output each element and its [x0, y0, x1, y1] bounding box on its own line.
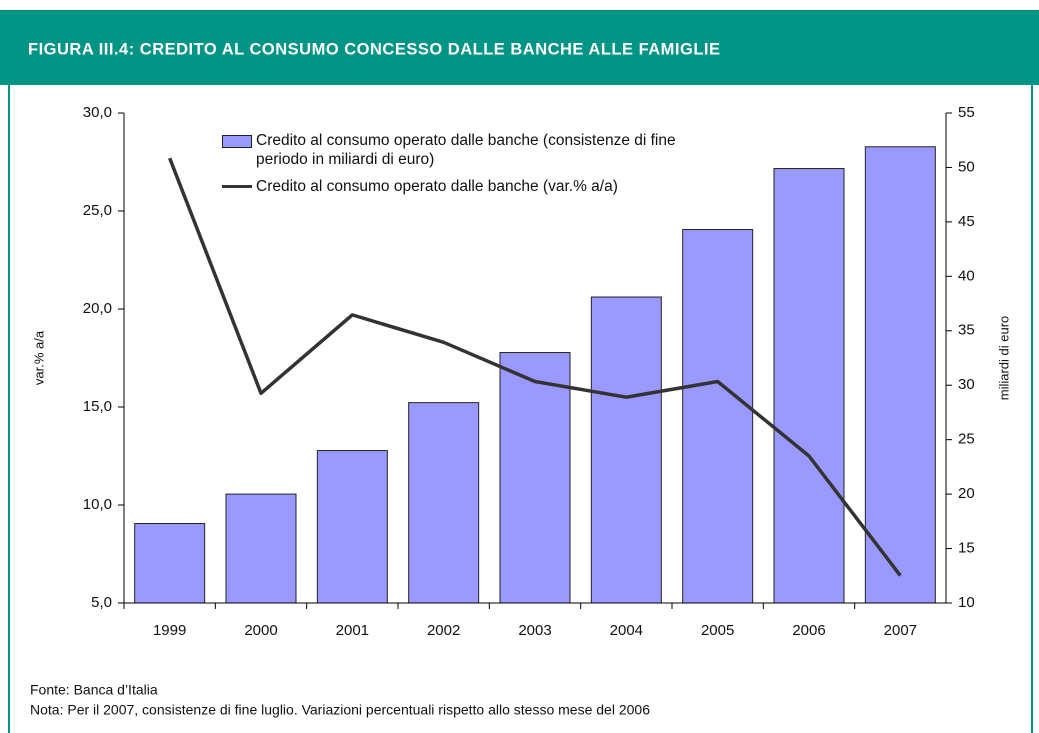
y-axis-title: var.% a/a [31, 330, 46, 385]
chart-title: FIGURA III.4: CREDITO AL CONSUMO CONCESS… [28, 40, 721, 58]
y2-tick-label: 25 [958, 431, 975, 448]
legend-label: Credito al consumo operato dalle banche … [256, 178, 618, 195]
x-tick-label: 2000 [244, 622, 277, 639]
x-tick-label: 2003 [518, 622, 551, 639]
y2-tick-label: 35 [958, 322, 975, 339]
y2-tick-label: 40 [958, 267, 975, 284]
bar [590, 296, 662, 604]
y2-tick-label: 30 [958, 376, 975, 393]
y2-tick-label: 10 [958, 594, 975, 611]
bar [682, 229, 754, 604]
legend-item: Credito al consumo operato dalle banche … [222, 177, 682, 196]
y2-tick-label: 50 [958, 158, 975, 175]
bar [864, 146, 936, 604]
bar [316, 450, 388, 604]
x-tick-label: 2004 [610, 622, 643, 639]
bar [773, 168, 845, 604]
y-tick-label: 15,0 [83, 398, 112, 415]
y2-tick-label: 20 [958, 485, 975, 502]
y2-tick-label: 15 [958, 540, 975, 557]
bar [408, 402, 480, 604]
bar [499, 352, 571, 604]
legend: Credito al consumo operato dalle banche … [222, 131, 682, 204]
legend-swatch [222, 135, 252, 148]
y-tick-label: 25,0 [83, 202, 112, 219]
x-tick-label: 2001 [336, 622, 369, 639]
footnote: Nota: Per il 2007, consistenze di fine l… [30, 702, 650, 718]
bar [134, 523, 206, 604]
y-tick-label: 20,0 [83, 300, 112, 317]
header-band [0, 10, 1039, 85]
y2-axis-title: miliardi di euro [996, 316, 1011, 401]
y2-tick-label: 55 [958, 104, 975, 121]
legend-label: Credito al consumo operato dalle banche … [256, 132, 676, 168]
source-note: Fonte: Banca d’Italia [30, 682, 158, 698]
x-tick-label: 2002 [427, 622, 460, 639]
y-tick-label: 10,0 [83, 496, 112, 513]
legend-swatch [222, 185, 252, 188]
x-tick-label: 2006 [792, 622, 825, 639]
legend-item: Credito al consumo operato dalle banche … [222, 131, 682, 169]
y-tick-label: 5,0 [91, 594, 112, 611]
x-tick-label: 1999 [153, 622, 186, 639]
y2-tick-label: 45 [958, 213, 975, 230]
bar [225, 493, 297, 604]
line-series [168, 157, 902, 577]
y-tick-label: 30,0 [83, 104, 112, 121]
x-tick-label: 2007 [884, 622, 917, 639]
x-tick-label: 2005 [701, 622, 734, 639]
